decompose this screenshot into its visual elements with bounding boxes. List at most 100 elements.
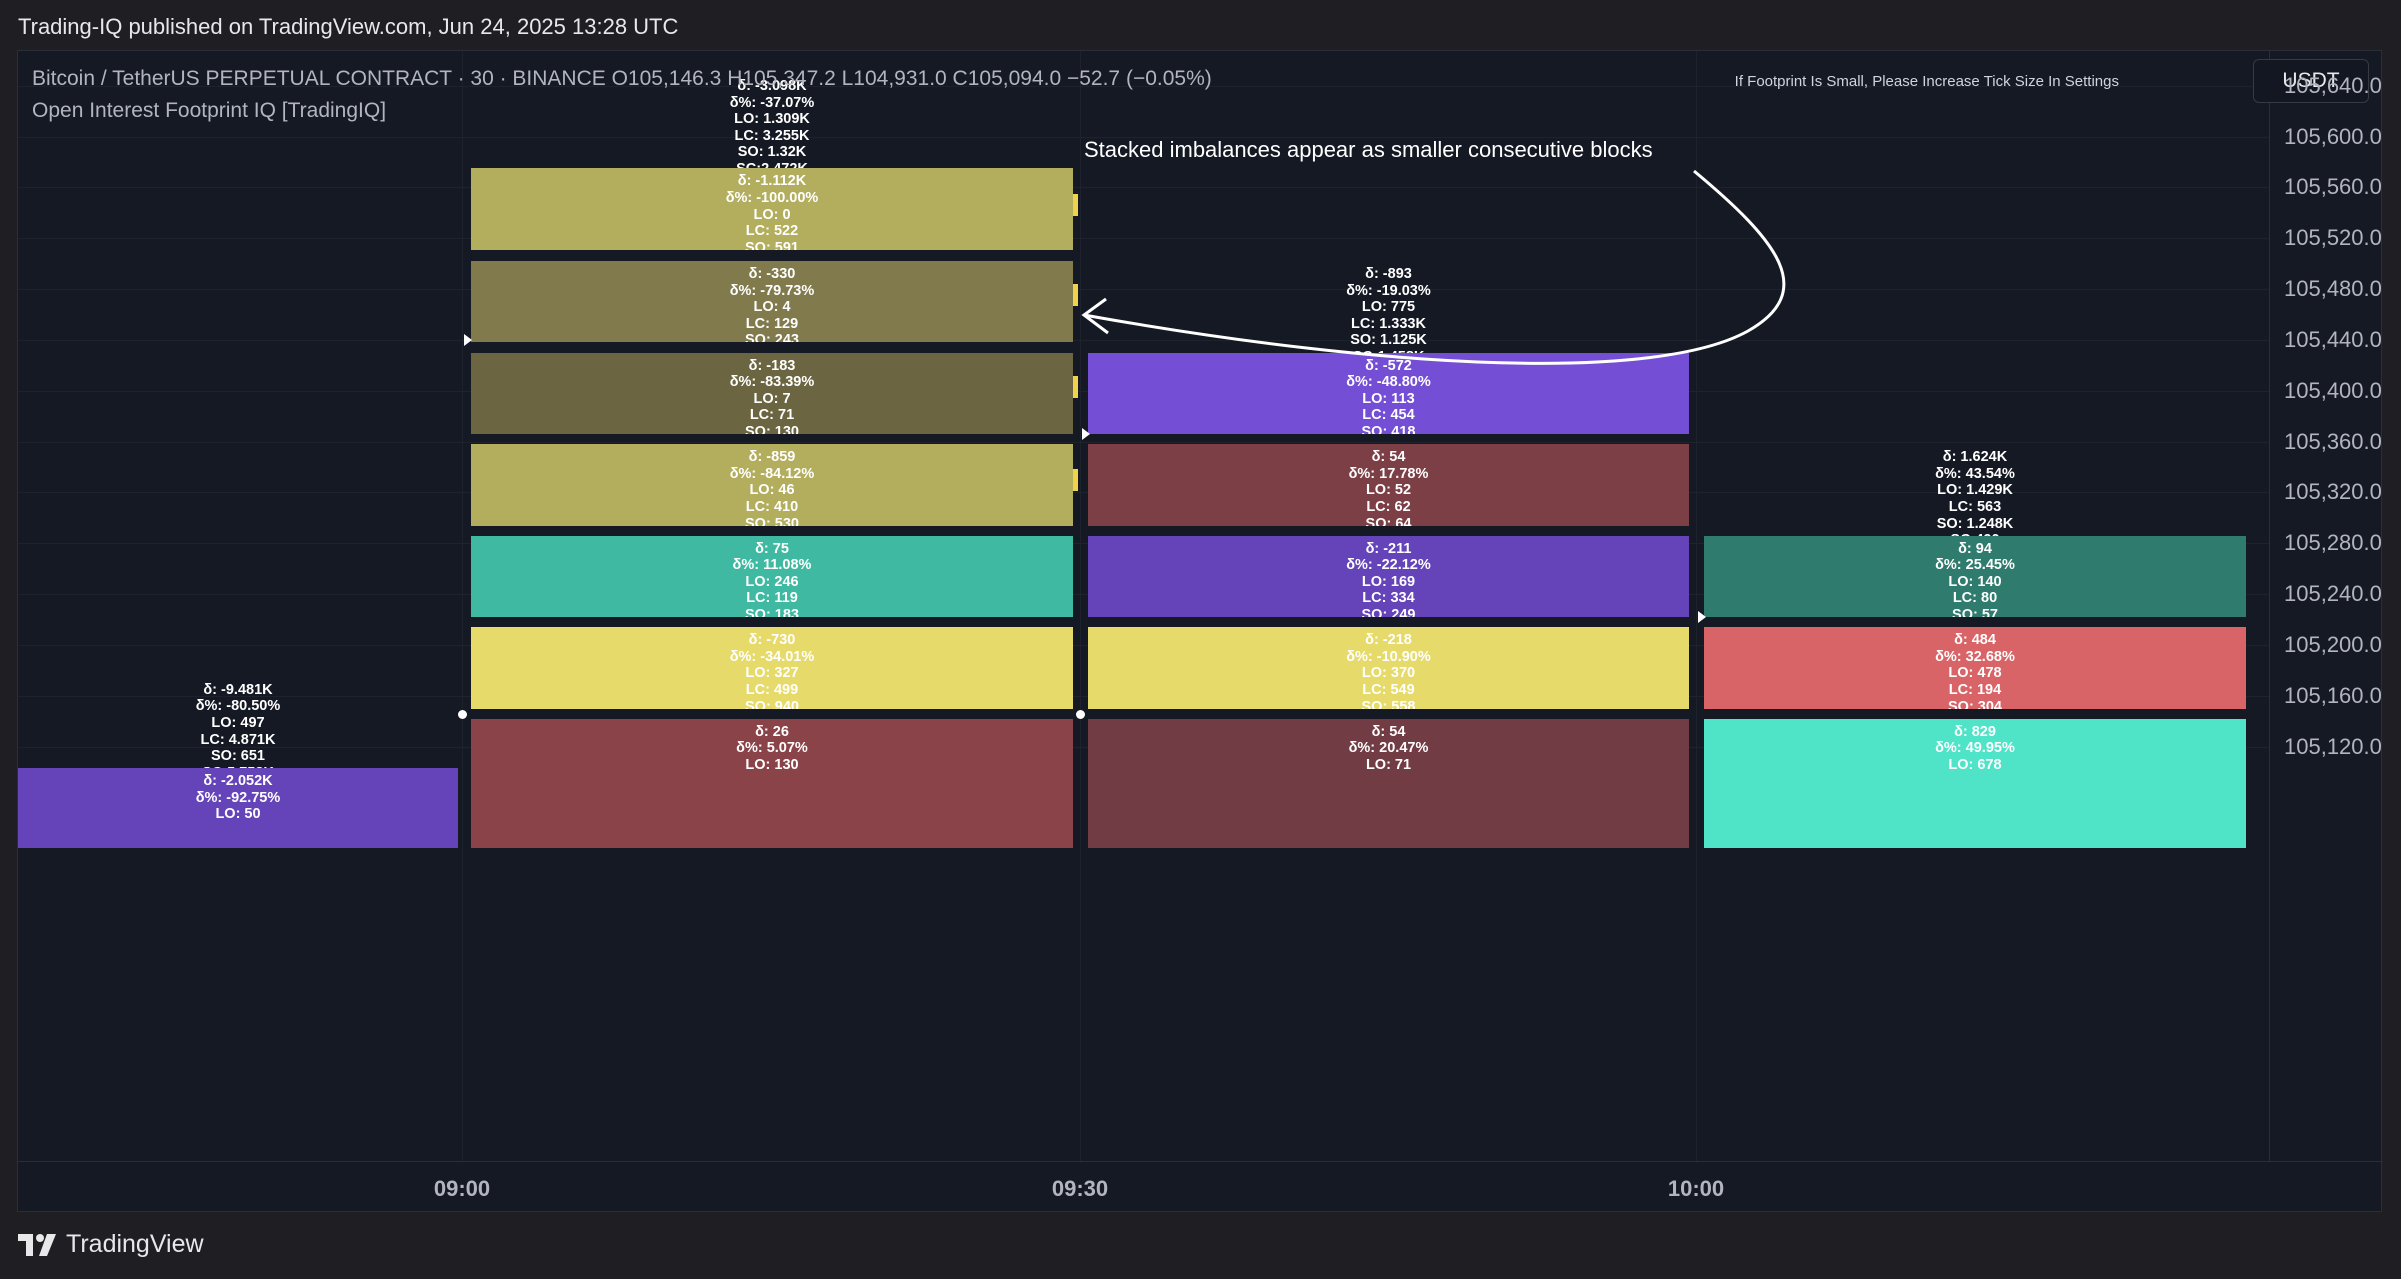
time-label: 10:00 — [1667, 1176, 1725, 1201]
footprint-value: δ: -9.481K — [203, 681, 273, 698]
footprint-value: LC: 62 — [1366, 498, 1411, 515]
footprint-value: LO: 50 — [215, 806, 261, 823]
footprint-value: δ%: -48.80% — [1346, 374, 1431, 391]
footprint-value: δ: -893 — [1365, 266, 1412, 283]
price-label: 105,240.0 — [2284, 581, 2382, 607]
boundary-marker — [464, 333, 472, 346]
footprint-value: δ: 75 — [755, 540, 789, 557]
footprint-value: LO: 46 — [749, 482, 795, 499]
footprint-block: δ: 54 δ%: 20.47% LO: 71 — [1088, 718, 1689, 849]
footprint-value: LC: 194 — [1948, 681, 2002, 698]
price-label: 105,520.0 — [2284, 225, 2382, 251]
price-axis[interactable]: USDT 105,640.0 105,600.0 105,560.0 105,520.… — [2253, 51, 2383, 1161]
footprint-value: δ: -2.052K — [203, 773, 273, 790]
indicator-legend[interactable]: Open Interest Footprint IQ [TradingIQ] — [32, 99, 387, 122]
footprint-value: LO: 140 — [1948, 573, 2002, 590]
imbalance-marker — [1073, 284, 1078, 307]
footprint-value: LO: 246 — [745, 573, 799, 590]
footprint-value: LC: 3.255K — [734, 127, 810, 144]
footprint-value: δ%: -84.12% — [729, 465, 815, 482]
footprint-value: SO: 418 — [1361, 424, 1416, 434]
footprint-value: SO: 304 — [1948, 698, 2002, 709]
footprint-value: SO: 1.125K — [1350, 332, 1427, 349]
footprint-block: δ: 829 δ%: 49.95% LO: 678 — [1704, 718, 2246, 849]
tradingview-logo[interactable]: TradingView — [18, 1230, 204, 1259]
footprint-value: LO: 1.429K — [1937, 482, 2013, 499]
footprint-value: LC: 563 — [1948, 498, 2002, 515]
footprint-value: LO: 1.309K — [734, 111, 810, 128]
footprint-value: δ%: -37.07% — [729, 94, 815, 111]
footprint-value: SO: 183 — [745, 607, 799, 618]
price-label: 105,320.0 — [2284, 479, 2382, 505]
footprint-value: SO: 243 — [745, 332, 799, 343]
price-label: 105,640.0 — [2284, 72, 2382, 98]
footprint-value: SO: 530 — [745, 515, 799, 526]
plot-area[interactable]: δ: -9.481K δ%: -80.50% LO: 497 LC: 4.871K SO… — [18, 51, 2269, 1161]
footprint-value: δ%: -80.50% — [195, 698, 281, 715]
footprint-value: LO: 327 — [745, 665, 799, 682]
footprint-value: LC: 499 — [745, 681, 799, 698]
footprint-value: LO: 678 — [1948, 756, 2002, 773]
footprint-value: δ: 829 — [1954, 723, 1996, 740]
footprint-value: δ: 26 — [755, 723, 789, 740]
chart-frame[interactable]: δ: -9.481K δ%: -80.50% LO: 497 LC: 4.871K SO… — [17, 50, 2383, 1213]
price-label: 105,400.0 — [2284, 377, 2382, 403]
footprint-value: LO: 497 — [211, 714, 265, 731]
grid-line-v — [1080, 51, 1081, 1161]
footprint-value: δ: -211 — [1365, 540, 1412, 557]
footprint-block: δ: -1.112K δ%: -100.00% LO: 0 LC: 522 SO: 59… — [471, 168, 1073, 250]
symbol-legend[interactable]: Bitcoin / TetherUS PERPETUAL CONTRACT · … — [32, 67, 1212, 90]
footprint-value: SO: 1.32K — [737, 144, 807, 161]
time-label: 09:00 — [433, 1176, 491, 1201]
boundary-marker — [1698, 611, 1706, 624]
footprint-value: SO: 1.248K — [1936, 515, 2014, 532]
footprint-value: δ%: -19.03% — [1346, 282, 1431, 299]
footprint-value: δ%: 5.07% — [736, 740, 808, 757]
footprint-value: δ%: -10.90% — [1346, 648, 1431, 665]
grid-line-h — [18, 85, 2269, 87]
footprint-block: δ: 26 δ%: 5.07% LO: 130 — [471, 718, 1073, 849]
price-label: 105,360.0 — [2284, 428, 2382, 454]
footprint-value: SO: 558 — [1361, 698, 1416, 709]
footprint-value: SO: 940 — [745, 698, 799, 709]
price-label: 105,200.0 — [2284, 632, 2382, 657]
footprint-value: LC: 549 — [1362, 681, 1415, 698]
grid-line-v — [462, 51, 463, 1161]
footprint-value: δ: -730 — [748, 632, 796, 649]
price-label: 105,480.0 — [2284, 276, 2382, 302]
footprint-value: δ: 94 — [1958, 540, 1992, 557]
footprint-value: δ: 54 — [1371, 723, 1406, 740]
price-label: 105,280.0 — [2284, 530, 2382, 556]
footprint-value: δ%: 11.08% — [732, 557, 812, 574]
footprint-value: LC: 410 — [745, 498, 799, 515]
currency-button[interactable]: USDT — [2253, 59, 2369, 103]
price-label: 105,120.0 — [2284, 733, 2382, 759]
tradingview-logo-text: TradingView — [66, 1230, 204, 1258]
footprint-value: δ%: -100.00% — [725, 189, 819, 206]
price-label: 105,160.0 — [2284, 682, 2382, 708]
footprint-value: δ%: 17.78% — [1348, 465, 1429, 482]
footprint-value: LO: 4 — [753, 299, 791, 316]
footprint-value: SO: 651 — [211, 748, 265, 765]
footprint-value: SO: 249 — [1361, 607, 1416, 618]
footprint-value: δ%: -92.75% — [195, 789, 281, 806]
footprint-value: δ%: -83.39% — [729, 374, 815, 391]
footprint-value: δ: 484 — [1954, 632, 1996, 649]
time-label: 09:30 — [1051, 1176, 1109, 1201]
footprint-value: LO: 130 — [745, 756, 799, 773]
footprint-value: LC: 119 — [746, 590, 798, 607]
annotation-text: Stacked imbalances appear as smaller con… — [1084, 137, 1653, 162]
publisher-header: Trading-IQ published on TradingView.com,… — [18, 14, 679, 39]
footprint-value: LC: 71 — [749, 407, 795, 424]
footprint-value: LC: 80 — [1952, 590, 1998, 607]
time-axis[interactable]: 09:00 09:30 10:00 — [18, 1161, 2383, 1213]
imbalance-marker — [1073, 375, 1078, 398]
grid-line-h — [18, 441, 2269, 443]
